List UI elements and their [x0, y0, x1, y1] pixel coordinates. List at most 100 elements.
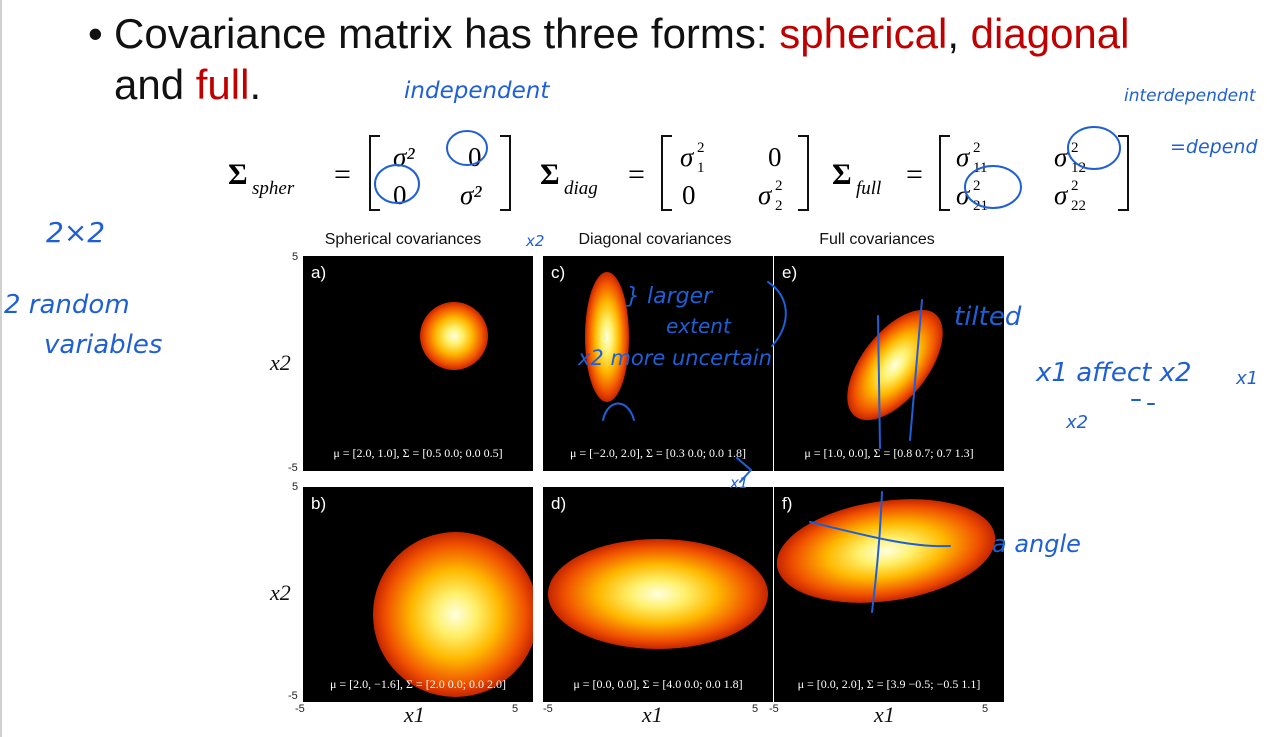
note-x2-top: x2: [526, 232, 545, 250]
panel-params: μ = [1.0, 0.0], Σ = [0.8 0.7; 0.7 1.3]: [804, 446, 974, 460]
svg-text:2: 2: [973, 140, 981, 156]
svg-text:2: 2: [1071, 178, 1079, 194]
note-extent: extent: [666, 314, 731, 338]
tick-x-max-2: 5: [752, 703, 759, 715]
cell-22: σ²: [460, 180, 482, 210]
bullet-dot: •: [88, 10, 103, 57]
note-variables: variables: [44, 330, 163, 360]
tick-x-min-3: -5: [769, 703, 779, 715]
svg-text:2: 2: [1071, 140, 1079, 156]
cell-11: σ²: [393, 142, 415, 172]
panel-c: c) μ = [−2.0, 2.0], Σ = [0.3 0.0; 0.0 1.…: [543, 256, 773, 471]
note-independent: independent: [404, 78, 550, 104]
svg-text:full: full: [856, 178, 881, 199]
panel-letter: f): [782, 494, 793, 513]
gaussian-blob: [774, 487, 1002, 616]
cell-12: 0: [468, 142, 482, 172]
panel-params: μ = [2.0, 1.0], Σ = [0.5 0.0; 0.0 0.5]: [333, 446, 503, 460]
svg-text:σ: σ: [956, 142, 971, 172]
xlabel-2: x1: [642, 702, 663, 727]
tick-y-max-bottom: 5: [292, 481, 299, 493]
svg-text:0: 0: [682, 180, 696, 210]
svg-text:=: =: [628, 158, 645, 191]
left-border: [0, 0, 2, 737]
sigma-subscript: spher: [252, 178, 295, 199]
note-x2-right: x2: [1066, 412, 1089, 433]
bullet-part2: and: [114, 61, 196, 108]
svg-text:2: 2: [775, 178, 783, 194]
word-full: full: [195, 61, 250, 108]
note-tilted: tilted: [954, 302, 1022, 332]
panel-b: b) μ = [2.0, −1.6], Σ = [2.0 0.0; 0.0 2.…: [303, 487, 533, 702]
gaussian-blob: [420, 302, 488, 370]
panel-letter: c): [551, 263, 566, 282]
panel-letter: d): [551, 494, 567, 513]
ylabel-top: x2: [270, 350, 291, 375]
panel-params: μ = [0.0, 0.0], Σ = [4.0 0.0; 0.0 1.8]: [573, 677, 743, 691]
svg-text:σ: σ: [758, 180, 773, 210]
bullet-part1: Covariance matrix has three forms:: [114, 10, 780, 57]
xlabel-3: x1: [874, 702, 895, 727]
gaussian-blob: [828, 293, 962, 437]
tick-y-max-top: 5: [292, 251, 299, 263]
svg-text:2: 2: [697, 140, 705, 156]
note-interdependent: interdependent: [1124, 86, 1256, 106]
panel-d: d) μ = [0.0, 0.0], Σ = [4.0 0.0; 0.0 1.8…: [543, 487, 773, 702]
panel-params: μ = [−2.0, 2.0], Σ = [0.3 0.0; 0.0 1.8]: [569, 446, 747, 460]
panel-letter: b): [311, 494, 327, 513]
svg-text:2: 2: [973, 178, 981, 194]
bullet-period: .: [249, 61, 262, 108]
svg-text:σ: σ: [1054, 180, 1069, 210]
panel-e: e) μ = [1.0, 0.0], Σ = [0.8 0.7; 0.7 1.3…: [774, 256, 1004, 471]
panel-a: a) μ = [2.0, 1.0], Σ = [0.5 0.0; 0.0 0.5…: [303, 256, 533, 471]
svg-text:21: 21: [973, 198, 988, 214]
title-spherical: Spherical covariances: [324, 231, 482, 248]
tick-y-min-top: -5: [288, 462, 298, 474]
panel-letter: a): [311, 263, 327, 282]
tick-x-min-1: -5: [295, 703, 305, 715]
equals-sign: =: [334, 158, 351, 191]
note-uncertain: x2 more uncertain: [578, 346, 772, 370]
word-spherical: spherical: [779, 10, 948, 57]
bullet-comma: ,: [947, 10, 971, 57]
note-depend: =depend: [1170, 136, 1258, 158]
gaussian-blob: [585, 272, 629, 402]
note-x1-right: x1: [1236, 368, 1259, 389]
svg-text:σ: σ: [1054, 142, 1069, 172]
svg-text:Σ: Σ: [832, 158, 852, 191]
ylabel-bottom: x2: [270, 580, 291, 605]
xlabel-1: x1: [404, 702, 425, 727]
note-x1-mid: x1: [730, 474, 749, 492]
svg-text:0: 0: [768, 142, 782, 172]
equation-full: Σ full = σ 11 2 σ 12 2 σ 21 2 σ 22 2: [832, 128, 1132, 216]
svg-text:11: 11: [973, 160, 987, 176]
svg-text:22: 22: [1071, 198, 1086, 214]
panel-f: f) μ = [0.0, 2.0], Σ = [3.9 −0.5; −0.5 1…: [774, 487, 1004, 702]
tick-y-min-bottom: -5: [288, 690, 298, 702]
svg-text:diag: diag: [564, 178, 598, 199]
title-diagonal: Diagonal covariances: [578, 231, 732, 248]
equation-full-svg: Σ full = σ 11 2 σ 12 2 σ 21 2 σ 22 2: [832, 135, 1129, 214]
bracket-right: [500, 135, 511, 211]
panel-params: μ = [2.0, −1.6], Σ = [2.0 0.0; 0.0 2.0]: [329, 677, 507, 691]
gaussian-blob: [548, 539, 768, 649]
equation-diagonal-svg: Σ diag = σ 1 2 0 0 σ 2 2: [540, 135, 809, 214]
panel-params: μ = [0.0, 2.0], Σ = [3.9 −0.5; −0.5 1.1]: [797, 677, 981, 691]
bullet-text: • Covariance matrix has three forms: sphe…: [88, 8, 1268, 110]
svg-text:2: 2: [775, 198, 783, 214]
svg-text:Σ: Σ: [540, 158, 560, 191]
note-angle: a angle: [992, 530, 1081, 558]
svg-text:σ: σ: [680, 142, 695, 172]
svg-text:σ: σ: [956, 180, 971, 210]
svg-text:1: 1: [697, 160, 705, 176]
tick-x-min-2: -5: [543, 703, 553, 715]
svg-text:12: 12: [1071, 160, 1086, 176]
sigma-symbol: Σ: [228, 158, 248, 191]
note-larger: } larger: [626, 284, 713, 309]
panel-letter: e): [782, 263, 798, 282]
gaussian-blob: [373, 532, 533, 697]
equation-spherical: Σ spher = σ² 0 0 σ²: [228, 128, 518, 216]
equation-spherical-svg: Σ spher = σ² 0 0 σ²: [228, 135, 511, 211]
svg-text:=: =: [906, 158, 923, 191]
